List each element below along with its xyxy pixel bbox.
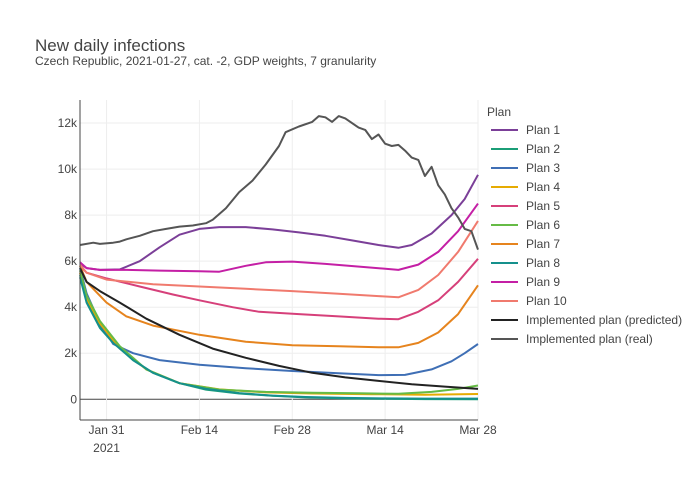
legend-label: Plan 4 <box>526 180 560 194</box>
grid <box>80 100 479 420</box>
series-line-9 <box>79 203 479 273</box>
legend-label: Plan 6 <box>526 218 560 232</box>
legend-label: Plan 8 <box>526 256 560 270</box>
series-line-11 <box>79 267 479 390</box>
x-tick-label: Feb 14 <box>181 423 219 437</box>
x-axis: Jan 31 2021 Feb 14 Feb 28 Mar 14 Mar 28 <box>80 419 497 455</box>
legend-label: Plan 2 <box>526 142 560 156</box>
series-layer <box>79 115 479 401</box>
y-tick-label: 6k <box>64 254 78 268</box>
legend-label: Implemented plan (predicted) <box>526 313 682 327</box>
legend-label: Plan 9 <box>526 275 560 289</box>
y-tick-label: 8k <box>64 208 78 222</box>
x-tick-label: Jan 31 <box>89 423 125 437</box>
series-line-8 <box>79 277 478 400</box>
chart-title: New daily infections <box>35 36 185 55</box>
legend-label: Plan 3 <box>526 161 560 175</box>
series-line-12 <box>79 115 479 250</box>
series-line-10 <box>79 220 479 299</box>
chart-subtitle: Czech Republic, 2021-01-27, cat. -2, GDP… <box>35 54 376 68</box>
x-tick-sublabel: 2021 <box>93 441 120 455</box>
series-line-5 <box>79 258 479 321</box>
y-tick-label: 12k <box>58 116 78 130</box>
series-line-7 <box>79 265 479 349</box>
y-tick-label: 4k <box>64 300 78 314</box>
series-line-6 <box>79 270 479 395</box>
y-tick-label: 10k <box>58 162 78 176</box>
x-tick-label: Feb 28 <box>274 423 312 437</box>
legend-label: Implemented plan (real) <box>526 332 653 346</box>
series-line-3 <box>79 267 479 377</box>
legend-title: Plan <box>487 105 511 119</box>
legend-label: Plan 7 <box>526 237 560 251</box>
x-tick-label: Mar 28 <box>459 423 497 437</box>
legend-label: Plan 10 <box>526 294 567 308</box>
legend-label: Plan 1 <box>526 123 560 137</box>
x-tick-label: Mar 14 <box>366 423 404 437</box>
y-tick-label: 2k <box>64 346 78 360</box>
y-axis: 0 2k 4k 6k 8k 10k 12k <box>58 100 81 420</box>
legend-label: Plan 5 <box>526 199 560 213</box>
series-line-1 <box>79 174 479 271</box>
y-tick-label: 0 <box>70 392 77 406</box>
legend: Plan Plan 1 Plan 2 Plan 3 Plan 4 Plan 5 Plan … <box>487 105 682 346</box>
